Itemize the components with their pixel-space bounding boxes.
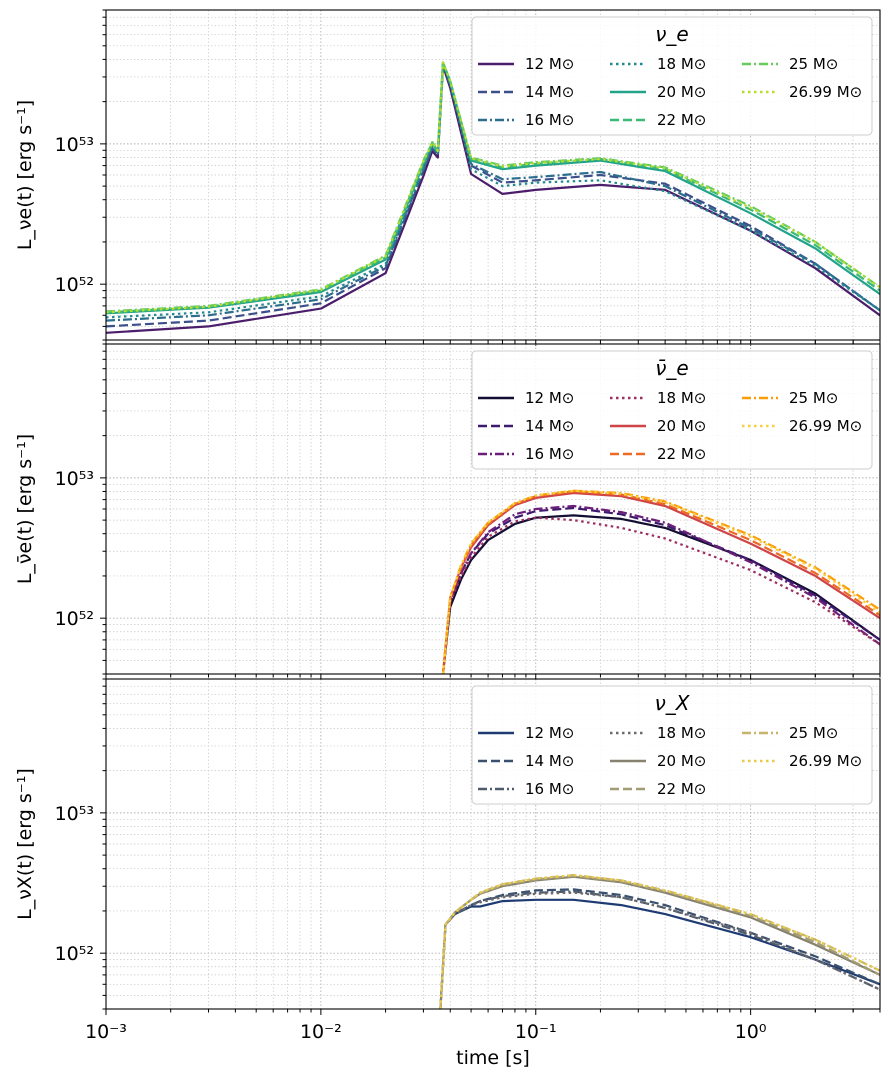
series-line-8 (439, 873, 880, 1009)
legend: ν̄_e 12 M⊙ 14 M⊙ 16 M⊙ 18 M⊙ 20 M⊙ 22 M⊙ 25 M⊙ 2… (471, 350, 873, 470)
legend-label: 12 M⊙ (525, 389, 574, 407)
legend-label: 18 M⊙ (657, 55, 706, 73)
panel-3: 10⁵² 10⁵³ L_νX(t) [erg s⁻¹] ν_X 12 M⊙ 14 M⊙ 16… (14, 678, 881, 1069)
x-tick-label: 10⁰ (735, 1021, 767, 1043)
series-line-3 (439, 890, 880, 1009)
legend-box (471, 350, 873, 470)
y-tick-label: 10⁵² (55, 274, 94, 296)
legend-box (471, 685, 873, 805)
legend-label: 26.99 M⊙ (789, 752, 862, 770)
legend-label: 12 M⊙ (525, 724, 574, 742)
legend-label: 25 M⊙ (789, 724, 838, 742)
legend-label: 14 M⊙ (525, 752, 574, 770)
y-tick-label: 10⁵² (55, 608, 94, 630)
axes-frame (105, 9, 881, 341)
y-axis-label: L_νX(t) [erg s⁻¹] (14, 768, 36, 920)
legend-label: 18 M⊙ (657, 389, 706, 407)
legend: ν_e 12 M⊙ 14 M⊙ 16 M⊙ 18 M⊙ 20 M⊙ 22 M⊙ 25 M⊙ 26… (471, 16, 873, 136)
series-line-2 (106, 63, 880, 328)
legend-label: 22 M⊙ (657, 111, 706, 129)
legend-label: 20 M⊙ (657, 83, 706, 101)
panel-1: 10⁵² 10⁵³ L_νe(t) [erg s⁻¹] ν_e 12 M⊙ 14 M⊙ 16… (14, 9, 881, 346)
series-line-4 (441, 516, 880, 674)
legend: ν_X 12 M⊙ 14 M⊙ 16 M⊙ 18 M⊙ 20 M⊙ 22 M⊙ 25 M⊙ 26… (471, 685, 873, 805)
legend-label: 18 M⊙ (657, 724, 706, 742)
y-axis-label: L_ν̄e(t) [erg s⁻¹] (14, 434, 36, 584)
series-group (106, 61, 880, 334)
x-tick-label: 10⁻³ (85, 1021, 127, 1043)
x-tick-label: 10⁻¹ (515, 1021, 557, 1043)
legend-title: ν_X (655, 691, 691, 715)
legend-label: 16 M⊙ (525, 780, 574, 798)
x-tick-label: 10⁻² (300, 1021, 342, 1043)
series-line-4 (106, 61, 880, 319)
y-tick-label: 10⁵³ (55, 468, 94, 490)
panel-2: 10⁵² 10⁵³ L_ν̄e(t) [erg s⁻¹] ν̄_e 12 M⊙ 14 M⊙… (14, 343, 881, 680)
legend-title: ν_e (655, 22, 688, 46)
legend-label: 20 M⊙ (657, 417, 706, 435)
x-axis-label: time [s] (456, 1047, 530, 1069)
series-line-8 (441, 489, 880, 674)
y-axis-label: L_νe(t) [erg s⁻¹] (14, 100, 36, 250)
axes-frame (105, 678, 881, 1010)
y-tick-label: 10⁵² (55, 943, 94, 965)
series-line-8 (106, 61, 880, 314)
legend-box (471, 16, 873, 136)
legend-label: 22 M⊙ (657, 780, 706, 798)
series-line-1 (439, 898, 880, 1009)
legend-label: 25 M⊙ (789, 389, 838, 407)
y-tick-label: 10⁵³ (55, 803, 94, 825)
legend-label: 14 M⊙ (525, 83, 574, 101)
legend-label: 12 M⊙ (525, 55, 574, 73)
legend-title: ν̄_e (655, 356, 688, 380)
series-group (441, 489, 880, 674)
series-line-3 (441, 504, 880, 674)
series-group (439, 873, 880, 1009)
series-line-7 (106, 61, 880, 313)
legend-label: 14 M⊙ (525, 417, 574, 435)
axes-frame (105, 343, 881, 675)
legend-label: 20 M⊙ (657, 752, 706, 770)
series-line-4 (439, 891, 880, 1009)
legend-label: 25 M⊙ (789, 55, 838, 73)
y-tick-label: 10⁵³ (55, 134, 94, 156)
legend-label: 16 M⊙ (525, 111, 574, 129)
legend-label: 26.99 M⊙ (789, 83, 862, 101)
legend-label: 16 M⊙ (525, 445, 574, 463)
legend-label: 22 M⊙ (657, 445, 706, 463)
legend-label: 26.99 M⊙ (789, 417, 862, 435)
